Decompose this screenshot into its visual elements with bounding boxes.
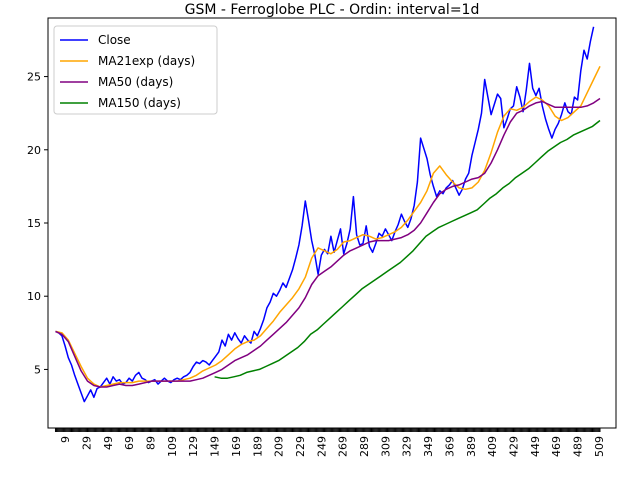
y-tick-label: 15 <box>27 217 41 230</box>
plot-area <box>55 26 601 403</box>
x-tick-label: 229 <box>294 436 307 457</box>
y-tick-label: 5 <box>34 363 41 376</box>
x-tick-label: 29 <box>80 436 93 450</box>
x-tick-label: 429 <box>508 436 521 457</box>
series-line-2 <box>55 97 601 388</box>
x-tick-label: 329 <box>401 436 414 457</box>
x-tick-label: 309 <box>379 436 392 457</box>
x-tick-label: 129 <box>187 436 200 457</box>
series-line-3 <box>214 119 601 379</box>
x-tick-label: 509 <box>593 436 606 457</box>
x-tick-label: 449 <box>529 436 542 457</box>
x-tick-label: 9 <box>59 436 72 443</box>
x-tick-label: 389 <box>465 436 478 457</box>
x-tick-label: 369 <box>443 436 456 457</box>
legend-label-2: MA50 (days) <box>98 75 173 89</box>
x-axis: 9 29 49 69 89 109 129 149 169 189 209 229 249 269 289 3… <box>54 428 606 457</box>
y-tick-label: 20 <box>27 144 41 157</box>
y-axis: 5 10 15 20 25 <box>27 71 48 376</box>
x-tick-label: 69 <box>123 436 136 450</box>
series-line-1 <box>55 65 601 388</box>
x-tick-label: 89 <box>144 436 157 450</box>
y-tick-label: 25 <box>27 71 41 84</box>
legend-label-1: MA21exp (days) <box>98 54 195 68</box>
x-tick-label: 269 <box>337 436 350 457</box>
legend: Close MA21exp (days) MA50 (days) MA150 (day… <box>53 25 218 115</box>
plot-frame <box>47 17 617 429</box>
legend-label-0: Close <box>98 33 131 47</box>
legend-label-3: MA150 (days) <box>98 96 181 110</box>
legend-box <box>53 25 218 115</box>
x-tick-label: 349 <box>422 436 435 457</box>
chart-title: GSM - Ferroglobe PLC - Ordin: interval=1… <box>185 2 480 18</box>
x-tick-label: 149 <box>209 436 222 457</box>
x-tick-label: 109 <box>166 436 179 457</box>
x-tick-label: 209 <box>273 436 286 457</box>
y-tick-label: 10 <box>27 290 41 303</box>
x-tick-label: 289 <box>358 436 371 457</box>
x-tick-label: 489 <box>572 436 585 457</box>
x-tick-label: 169 <box>230 436 243 457</box>
x-tick-label: 249 <box>315 436 328 457</box>
series-line-0 <box>55 26 595 403</box>
x-tick-label: 49 <box>102 436 115 450</box>
x-tick-label: 189 <box>251 436 264 457</box>
x-tick-label: 469 <box>550 436 563 457</box>
x-tick-label: 409 <box>486 436 499 457</box>
